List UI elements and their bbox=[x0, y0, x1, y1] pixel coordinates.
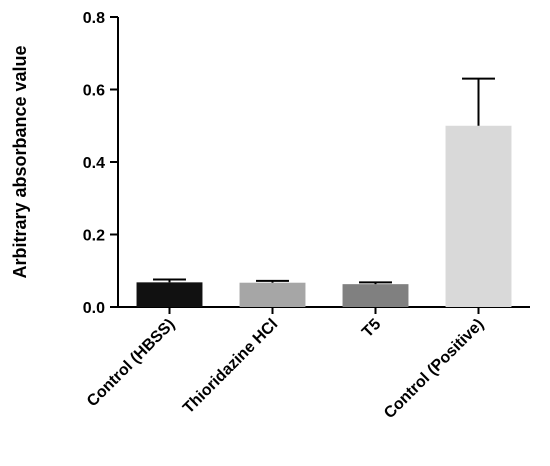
y-axis-label: Arbitrary absorbance value bbox=[10, 45, 30, 278]
bar bbox=[239, 282, 306, 307]
x-axis bbox=[118, 306, 530, 314]
x-tick-label: T5 bbox=[359, 316, 384, 341]
bar bbox=[342, 284, 409, 307]
x-tick-label: Control (Positive) bbox=[381, 316, 487, 422]
x-tick-labels: Control (HBSS) Thioridazine HCl T5Control … bbox=[84, 316, 487, 422]
bar bbox=[136, 282, 203, 307]
y-axis: 0.0 0.2 0.4 0.6 0.8 bbox=[83, 10, 119, 317]
bar bbox=[445, 125, 512, 307]
x-tick-label: Control (HBSS) bbox=[84, 316, 178, 410]
y-tick-label: 0.2 bbox=[83, 228, 105, 245]
x-tick-label: Thioridazine HCl bbox=[180, 316, 281, 417]
y-tick-label: 0.4 bbox=[83, 155, 105, 172]
bars bbox=[136, 77, 512, 307]
y-tick-label: 0.0 bbox=[83, 300, 105, 317]
y-tick-label: 0.6 bbox=[83, 83, 105, 100]
y-tick-label: 0.8 bbox=[83, 10, 105, 27]
